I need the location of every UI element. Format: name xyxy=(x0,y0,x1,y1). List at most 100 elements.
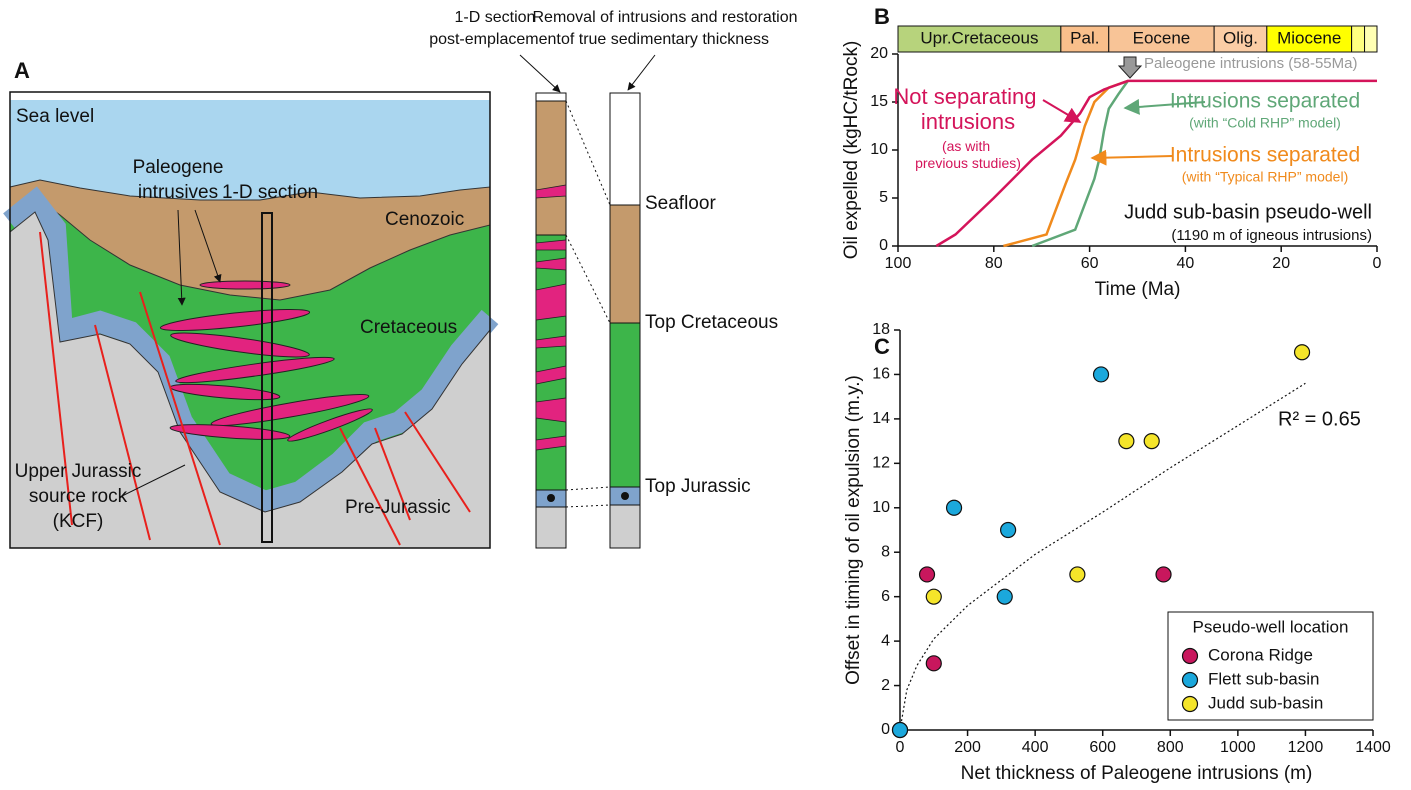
y-tick-label: 8 xyxy=(881,543,890,560)
legend-swatch xyxy=(1183,649,1198,664)
x-tick-label: 1000 xyxy=(1220,739,1256,756)
x-axis-title: Net thickness of Paleogene intrusions (m… xyxy=(961,763,1313,784)
text-line: previous studies) xyxy=(915,155,1021,171)
y-tick-label: 0 xyxy=(881,721,890,738)
x-tick-label: 600 xyxy=(1089,739,1116,756)
period-label: Eocene xyxy=(1133,28,1191,47)
x-tick-label: 60 xyxy=(1081,255,1099,272)
figure: A Sea level Paleogene intrusives 1-D sec… xyxy=(0,0,1411,790)
x-tick-label: 200 xyxy=(954,739,981,756)
x-tick-label: 0 xyxy=(896,739,905,756)
y-tick-label: 2 xyxy=(881,677,890,694)
x-tick-label: 1400 xyxy=(1355,739,1391,756)
x-tick-label: 40 xyxy=(1177,255,1195,272)
column-caption: post-emplacement xyxy=(429,31,561,48)
point xyxy=(1094,367,1109,382)
point xyxy=(920,567,935,582)
point xyxy=(1070,567,1085,582)
horizon-label: Seafloor xyxy=(645,193,716,214)
legend-title: Pseudo-well location xyxy=(1193,617,1349,636)
leader xyxy=(628,55,655,90)
panel-letter: B xyxy=(874,4,890,29)
source-rock-label: Upper Jurassic xyxy=(15,461,142,482)
intrusives-label: Paleogene xyxy=(133,157,224,178)
page: {"panel_a": {"letter": "A", "sea_level":… xyxy=(0,0,1411,790)
y-tick-label: 10 xyxy=(870,141,888,158)
cretaceous-label: Cretaceous xyxy=(360,317,457,338)
x-tick-label: 400 xyxy=(1022,739,1049,756)
horizon-label: Top Jurassic xyxy=(645,476,751,497)
annotation: Judd sub-basin pseudo-well xyxy=(1124,201,1372,223)
y-tick-label: 20 xyxy=(870,45,888,62)
y-tick-label: 4 xyxy=(881,632,890,649)
point xyxy=(1001,523,1016,538)
x-tick-label: 800 xyxy=(1157,739,1184,756)
point xyxy=(1156,567,1171,582)
legend-label: Corona Ridge xyxy=(1208,645,1313,664)
text-line: Not separating xyxy=(893,84,1042,109)
x-tick-label: 1200 xyxy=(1288,739,1324,756)
y-tick-label: 6 xyxy=(881,588,890,605)
y-tick-label: 14 xyxy=(872,410,890,427)
series-note: (with “Cold RHP” model) xyxy=(1189,115,1341,131)
series-note: (as with previous studies) xyxy=(915,138,1021,171)
section-label: 1-D section xyxy=(222,182,318,203)
label-arrow xyxy=(1043,100,1080,122)
point xyxy=(926,589,941,604)
line xyxy=(1032,81,1128,246)
period-label: Miocene xyxy=(1277,28,1341,47)
panel-letter: A xyxy=(14,58,30,83)
cenozoic-label: Cenozoic xyxy=(385,209,464,230)
correlation-lines xyxy=(566,101,610,507)
legend-swatch xyxy=(1183,697,1198,712)
period-label: Pal. xyxy=(1070,28,1099,47)
leader xyxy=(520,55,560,92)
point xyxy=(947,500,962,515)
y-axis-title: Offset in timing of oil expulsion (m.y.) xyxy=(843,375,864,685)
y-tick-label: 10 xyxy=(872,499,890,516)
kcf-dot xyxy=(621,492,629,500)
legend-label: Judd sub-basin xyxy=(1208,693,1323,712)
legend-swatch xyxy=(1183,673,1198,688)
annotation: Paleogene intrusions (58-55Ma) xyxy=(1144,55,1357,72)
intrusives-label: intrusives xyxy=(138,182,218,203)
source-rock-label: (KCF) xyxy=(53,511,104,532)
period-label: Olig. xyxy=(1223,28,1258,47)
r2-label: R² = 0.65 xyxy=(1278,408,1361,430)
column-caption: Removal of intrusions and restoration xyxy=(532,9,797,26)
y-tick-label: 16 xyxy=(872,366,890,383)
series-label: Not separating intrusions xyxy=(893,84,1042,134)
intrusion-arrow xyxy=(1119,57,1141,78)
period-box xyxy=(1365,26,1377,52)
point xyxy=(997,589,1012,604)
annotation: (1190 m of igneous intrusions) xyxy=(1171,227,1372,244)
x-tick-label: 0 xyxy=(1373,255,1382,272)
series-label: Intrusions separated xyxy=(1170,144,1360,167)
pre-jurassic-label: Pre-Jurassic xyxy=(345,497,451,518)
point xyxy=(926,656,941,671)
label-arrow xyxy=(1092,156,1172,158)
sea-level-label: Sea level xyxy=(16,106,94,127)
x-tick-label: 80 xyxy=(985,255,1003,272)
point xyxy=(1295,345,1310,360)
period-label: Upr.Cretaceous xyxy=(920,28,1038,47)
series-label: Intrusions separated xyxy=(1170,90,1360,113)
text-line: intrusions xyxy=(921,109,1015,134)
legend-label: Flett sub-basin xyxy=(1208,669,1320,688)
x-tick-label: 100 xyxy=(885,255,912,272)
period-box xyxy=(1352,26,1365,52)
column-caption: of true sedimentary thickness xyxy=(561,31,769,48)
column-caption: 1-D section xyxy=(455,9,536,26)
y-tick-label: 12 xyxy=(872,455,890,472)
x-tick-label: 20 xyxy=(1272,255,1290,272)
point xyxy=(1119,434,1134,449)
point xyxy=(893,723,908,738)
kcf-dot xyxy=(547,494,555,502)
y-tick-label: 0 xyxy=(879,237,888,254)
y-axis-title: Oil expelled (kgHC/tRock) xyxy=(841,41,862,260)
point xyxy=(1144,434,1159,449)
x-axis-title: Time (Ma) xyxy=(1095,279,1181,300)
panel-letter: C xyxy=(874,334,890,359)
y-tick-label: 15 xyxy=(870,93,888,110)
source-rock-label: source rock xyxy=(29,486,128,507)
